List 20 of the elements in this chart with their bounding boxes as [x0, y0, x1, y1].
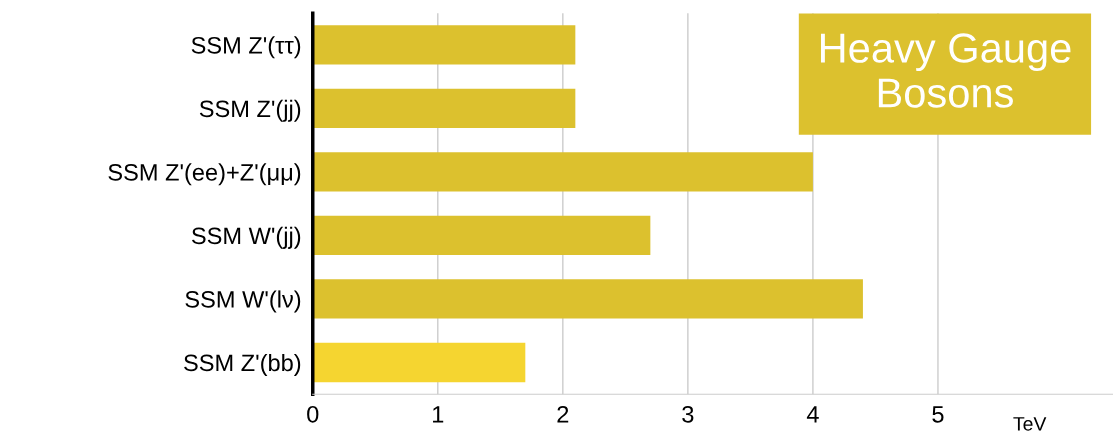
y-tick-label: SSM Z'(ττ) [191, 36, 301, 59]
y-tick-label: SSM W'(lν) [185, 290, 301, 313]
bar [312, 279, 863, 319]
bar [312, 152, 813, 192]
y-tick-label: SSM Z'(jj) [199, 99, 301, 122]
bar [312, 215, 651, 256]
y-tick-label: SSM Z'(ee)+Z'(μμ) [108, 163, 301, 186]
text: Heavy Gauge Bosons [820, 33, 1071, 108]
bar [312, 25, 576, 65]
bar [312, 342, 526, 383]
y-tick-label: SSM Z'(bb) [184, 353, 301, 376]
bar [312, 88, 576, 129]
x-tick-label: 0 [307, 405, 319, 423]
x-tick-label: 4 [806, 406, 819, 423]
x-tick-label: 3 [682, 405, 694, 423]
x-axis-title: TeV [1013, 417, 1047, 431]
y-tick-label: SSM W'(jj) [191, 226, 301, 249]
x-tick-label: 5 [932, 406, 944, 423]
x-tick-label: 2 [557, 405, 569, 423]
x-tick-label: 1 [433, 406, 444, 423]
